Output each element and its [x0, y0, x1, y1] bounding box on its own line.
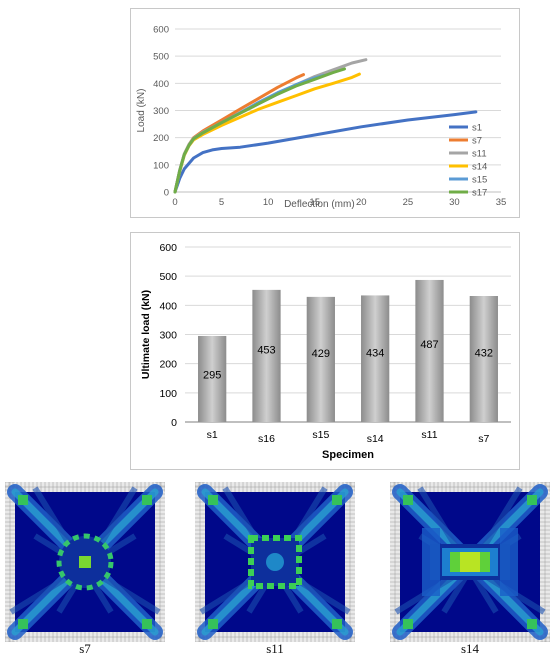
y-tick-label: 200 [153, 133, 169, 144]
bar-value-label-s16: 453 [257, 344, 275, 356]
legend-label-s14: s14 [472, 162, 487, 173]
corner-stress-patch [208, 619, 218, 629]
corner-stress-patch [527, 619, 537, 629]
bar-s15 [306, 296, 335, 422]
load-deflection-chart: 0 100 200 300 400 500 600 0 5 10 15 20 25 30 35 Load (k… [130, 8, 520, 218]
ultimate-load-svg: 0 100 200 300 400 500 600 295 s1 453 s16 429 s15 434 s… [140, 242, 511, 461]
central-stress-zone [56, 533, 114, 591]
x-axis-title: Specimen [322, 449, 374, 461]
y-tick-label: 300 [159, 330, 177, 342]
bar-s11 [415, 279, 444, 422]
fe-label-s7: s7 [79, 641, 91, 656]
bar-value-label-s11: 487 [420, 339, 438, 351]
bar-s16 [252, 289, 281, 422]
corner-stress-patch [332, 619, 342, 629]
legend-label-s15: s15 [472, 175, 487, 186]
corner-stress-patch [18, 619, 28, 629]
legend-label-s7: s7 [472, 136, 482, 147]
y-tick-label: 500 [159, 271, 177, 283]
y-tick-label: 600 [159, 242, 177, 254]
central-stress-zone [248, 535, 302, 589]
x-tick-label: s15 [312, 429, 329, 441]
y-tick-label: 400 [153, 79, 169, 90]
x-tick-label: 20 [356, 197, 367, 208]
fe-contour-s7 [4, 481, 166, 643]
corner-stress-patch [403, 619, 413, 629]
corner-stress-patch [208, 495, 218, 505]
bar-s14 [361, 295, 390, 422]
series-line-s17 [173, 67, 346, 194]
y-tick-label: 0 [171, 417, 177, 429]
central-stress-zone [422, 528, 518, 596]
x-tick-label: 5 [219, 197, 224, 208]
x-tick-label: s7 [478, 433, 489, 445]
x-tick-label: 10 [263, 197, 274, 208]
y-tick-label: 100 [153, 160, 169, 171]
x-tick-label: s14 [367, 433, 384, 445]
corner-stress-patch [142, 619, 152, 629]
x-tick-label: s1 [207, 429, 218, 441]
x-tick-label: 15 [309, 197, 320, 208]
corner-stress-patch [18, 495, 28, 505]
fe-label-s14: s14 [460, 641, 480, 656]
legend-label-s1: s1 [472, 123, 482, 134]
corner-stress-patch [527, 495, 537, 505]
y-axis-title: Load (kN) [136, 89, 147, 133]
corner-stress-patch [332, 495, 342, 505]
corner-stress-patch [142, 495, 152, 505]
x-tick-label: s11 [421, 429, 437, 441]
corner-stress-patch [403, 495, 413, 505]
legend-label-s11: s11 [472, 149, 487, 160]
bar-value-label-s14: 434 [366, 347, 384, 359]
y-tick-label: 100 [159, 388, 177, 400]
x-tick-label: 0 [172, 197, 177, 208]
bar-value-label-s1: 295 [203, 370, 221, 382]
bar-s7 [469, 296, 498, 422]
fe-contour-s11 [194, 481, 356, 643]
x-tick-label: 35 [496, 197, 507, 208]
y-tick-label: 400 [159, 300, 177, 312]
y-tick-label: 0 [164, 188, 169, 199]
series-line-s1 [173, 110, 478, 194]
bar-value-label-s7: 432 [475, 348, 493, 360]
bar-s1 [198, 335, 227, 422]
y-tick-label: 200 [159, 359, 177, 371]
series-line-s11 [173, 58, 368, 194]
ultimate-load-chart: 0 100 200 300 400 500 600 295 s1 453 s16 429 s15 434 s… [130, 232, 520, 470]
fe-contour-s14 [389, 481, 550, 643]
y-tick-label: 600 [153, 25, 169, 36]
y-axis-title: Ultimate load (kN) [140, 290, 152, 379]
legend-label-s17: s17 [472, 188, 487, 199]
x-tick-label: 30 [449, 197, 460, 208]
fe-label-s11: s11 [266, 641, 284, 656]
load-deflection-svg: 0 100 200 300 400 500 600 0 5 10 15 20 25 30 35 Load (k… [136, 25, 507, 211]
x-axis-title: Deflection (mm) [284, 199, 355, 210]
y-tick-label: 500 [153, 52, 169, 63]
y-tick-label: 300 [153, 106, 169, 117]
bar-value-label-s15: 429 [312, 348, 330, 360]
x-tick-label: s16 [258, 433, 275, 445]
x-tick-label: 25 [403, 197, 414, 208]
